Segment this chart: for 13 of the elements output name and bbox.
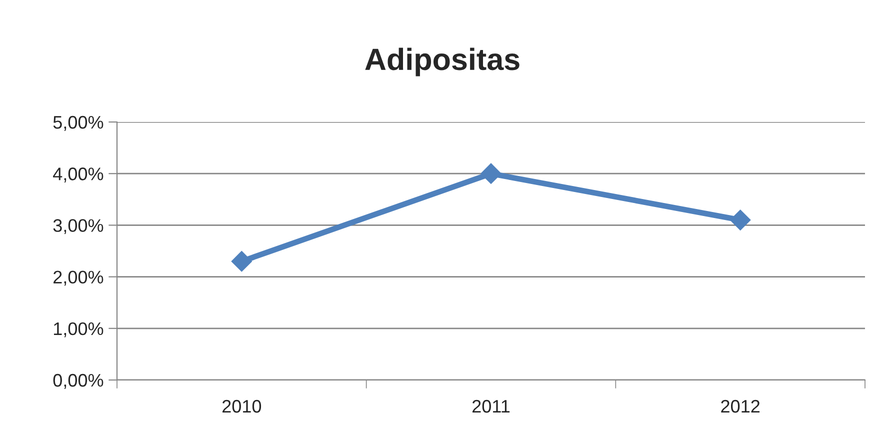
x-tick-label: 2011 — [472, 400, 510, 413]
point — [231, 250, 252, 272]
y-tick-label: 3,00% — [53, 219, 104, 234]
point — [730, 210, 751, 230]
y-tick-label: 5,00% — [53, 116, 104, 131]
chart-title: Adipositas — [365, 48, 520, 76]
x-tick-label: 2012 — [721, 400, 760, 413]
y-tick-label: 1,00% — [54, 322, 104, 338]
point — [480, 163, 502, 184]
y-tick-label: 4,00% — [53, 168, 104, 182]
y-tick-label: 0,00% — [53, 374, 104, 389]
y-tick-label: 2,00% — [54, 270, 104, 286]
x-tick-label: 2010 — [222, 400, 262, 413]
